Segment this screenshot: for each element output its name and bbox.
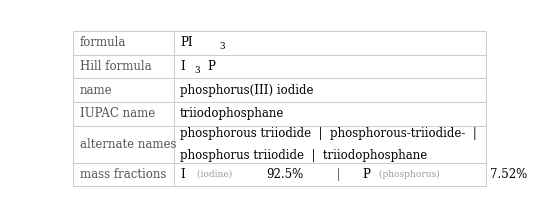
Text: phosphorous triiodide  |  phosphorous-triiodide-  |: phosphorous triiodide | phosphorous-trii… bbox=[180, 127, 477, 140]
Text: (iodine): (iodine) bbox=[194, 170, 235, 179]
Text: phosphorus(III) iodide: phosphorus(III) iodide bbox=[180, 84, 313, 97]
Text: alternate names: alternate names bbox=[80, 138, 176, 151]
Text: |: | bbox=[329, 168, 347, 181]
Text: IUPAC name: IUPAC name bbox=[80, 108, 155, 120]
Text: mass fractions: mass fractions bbox=[80, 168, 166, 181]
Text: 3: 3 bbox=[219, 42, 224, 51]
Text: I: I bbox=[180, 60, 185, 73]
Text: name: name bbox=[80, 84, 112, 97]
Text: (phosphorus): (phosphorus) bbox=[376, 170, 442, 179]
Text: phosphorus triiodide  |  triiodophosphane: phosphorus triiodide | triiodophosphane bbox=[180, 149, 428, 162]
Text: 7.52%: 7.52% bbox=[490, 168, 527, 181]
Text: 3: 3 bbox=[194, 66, 199, 75]
Text: P: P bbox=[362, 168, 370, 181]
Text: Hill formula: Hill formula bbox=[80, 60, 151, 73]
Text: formula: formula bbox=[80, 36, 126, 49]
Text: PI: PI bbox=[180, 36, 193, 49]
Text: 92.5%: 92.5% bbox=[266, 168, 304, 181]
Text: triiodophosphane: triiodophosphane bbox=[180, 108, 284, 120]
Text: P: P bbox=[208, 60, 216, 73]
Text: I: I bbox=[180, 168, 185, 181]
